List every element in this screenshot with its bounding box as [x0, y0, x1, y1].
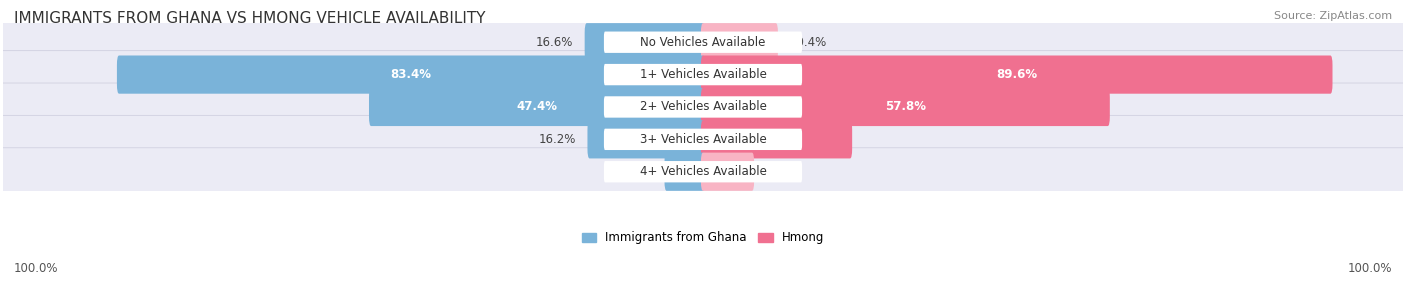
Text: 57.8%: 57.8% — [884, 100, 927, 114]
Text: 1+ Vehicles Available: 1+ Vehicles Available — [640, 68, 766, 81]
FancyBboxPatch shape — [368, 88, 704, 126]
FancyBboxPatch shape — [605, 161, 801, 182]
Text: 89.6%: 89.6% — [995, 68, 1038, 81]
Text: 2+ Vehicles Available: 2+ Vehicles Available — [640, 100, 766, 114]
FancyBboxPatch shape — [702, 23, 778, 61]
Text: 47.4%: 47.4% — [516, 100, 558, 114]
FancyBboxPatch shape — [702, 153, 754, 191]
Text: 16.6%: 16.6% — [536, 36, 572, 49]
FancyBboxPatch shape — [117, 55, 704, 94]
FancyBboxPatch shape — [0, 115, 1406, 163]
FancyBboxPatch shape — [665, 153, 704, 191]
Legend: Immigrants from Ghana, Hmong: Immigrants from Ghana, Hmong — [576, 227, 830, 249]
FancyBboxPatch shape — [0, 18, 1406, 66]
FancyBboxPatch shape — [0, 83, 1406, 131]
FancyBboxPatch shape — [585, 23, 704, 61]
Text: IMMIGRANTS FROM GHANA VS HMONG VEHICLE AVAILABILITY: IMMIGRANTS FROM GHANA VS HMONG VEHICLE A… — [14, 11, 485, 26]
Text: 100.0%: 100.0% — [1347, 262, 1392, 275]
FancyBboxPatch shape — [0, 148, 1406, 196]
FancyBboxPatch shape — [702, 55, 1333, 94]
FancyBboxPatch shape — [0, 51, 1406, 99]
FancyBboxPatch shape — [702, 120, 852, 158]
Text: Source: ZipAtlas.com: Source: ZipAtlas.com — [1274, 11, 1392, 21]
FancyBboxPatch shape — [605, 31, 801, 53]
Text: 4+ Vehicles Available: 4+ Vehicles Available — [640, 165, 766, 178]
FancyBboxPatch shape — [588, 120, 704, 158]
Text: 16.2%: 16.2% — [538, 133, 575, 146]
Text: 83.4%: 83.4% — [391, 68, 432, 81]
Text: 3+ Vehicles Available: 3+ Vehicles Available — [640, 133, 766, 146]
Text: 21.0%: 21.0% — [756, 133, 797, 146]
FancyBboxPatch shape — [605, 64, 801, 85]
FancyBboxPatch shape — [702, 88, 1109, 126]
Text: 10.4%: 10.4% — [790, 36, 827, 49]
FancyBboxPatch shape — [605, 96, 801, 118]
Text: 100.0%: 100.0% — [14, 262, 59, 275]
Text: 5.2%: 5.2% — [623, 165, 652, 178]
Text: No Vehicles Available: No Vehicles Available — [640, 36, 766, 49]
Text: 7.0%: 7.0% — [766, 165, 796, 178]
FancyBboxPatch shape — [605, 129, 801, 150]
